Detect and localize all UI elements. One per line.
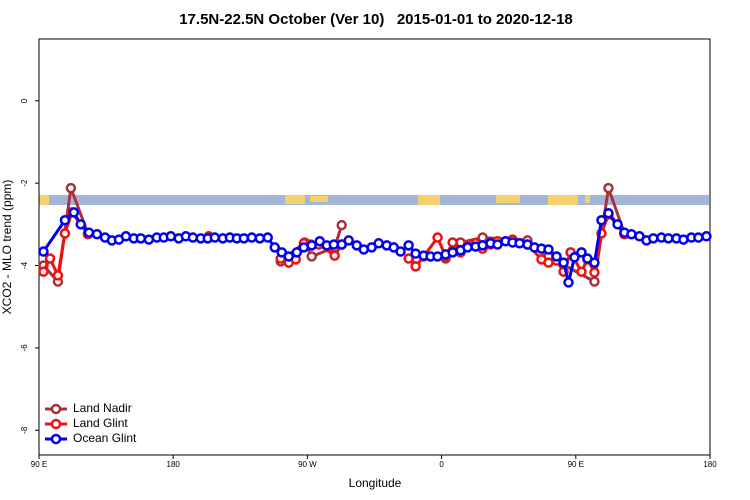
land-patch <box>310 196 328 202</box>
data-point <box>589 267 600 278</box>
y-tick-label: 0 <box>20 98 29 103</box>
data-point <box>626 228 637 240</box>
data-point <box>543 257 554 268</box>
data-point <box>663 233 674 244</box>
data-point <box>403 253 414 264</box>
data-point <box>432 232 443 243</box>
data-point <box>329 250 340 261</box>
data-point <box>83 227 95 238</box>
y-tick-label: -8 <box>20 426 29 434</box>
data-point <box>447 237 458 248</box>
legend-label: Land Glint <box>73 416 128 430</box>
x-tick-label: 90 W <box>298 460 317 469</box>
data-point <box>589 276 600 287</box>
data-point <box>589 257 600 268</box>
data-point <box>612 219 623 230</box>
data-point <box>563 277 574 288</box>
data-point <box>91 228 103 240</box>
y-tick-label: -2 <box>20 179 29 187</box>
data-point <box>68 207 80 218</box>
data-point <box>59 228 71 239</box>
data-point <box>569 252 580 263</box>
map-strip <box>39 195 709 205</box>
data-point <box>38 266 49 277</box>
data-point <box>336 219 347 231</box>
x-tick-label: 0 <box>439 460 444 469</box>
data-point <box>291 247 303 258</box>
x-tick-label: 180 <box>703 460 717 469</box>
data-point <box>410 248 421 259</box>
data-point <box>59 214 71 226</box>
data-point <box>403 240 414 251</box>
data-point <box>343 235 354 246</box>
data-point <box>373 238 384 249</box>
land-patch <box>548 195 578 205</box>
data-point <box>65 182 77 194</box>
data-point <box>596 214 607 226</box>
y-axis-label: XCO2 - MLO trend (ppm) <box>0 180 14 315</box>
land-patch <box>285 195 305 204</box>
land-patch <box>39 195 49 205</box>
data-point <box>701 231 712 242</box>
legend-marker <box>50 403 62 415</box>
x-tick-label: 180 <box>167 460 181 469</box>
land-patch <box>585 195 590 203</box>
data-point <box>135 233 147 244</box>
data-point <box>44 253 56 264</box>
data-point <box>576 247 587 258</box>
x-tick-label: 90 E <box>568 460 584 469</box>
data-point <box>283 251 295 262</box>
y-tick-label: -4 <box>20 261 29 269</box>
data-point <box>306 240 317 251</box>
data-point <box>603 182 614 194</box>
data-point <box>52 270 64 281</box>
data-point <box>462 242 473 253</box>
data-point <box>209 232 221 243</box>
data-point <box>246 232 258 243</box>
plot-frame <box>38 38 711 456</box>
data-point <box>410 261 421 272</box>
data-point <box>38 246 49 257</box>
data-point <box>648 233 659 244</box>
y-tick-label: -6 <box>20 344 29 352</box>
data-point <box>551 251 562 262</box>
land-patch <box>496 195 520 203</box>
x-tick-label: 90 E <box>31 460 47 469</box>
data-point <box>492 239 503 250</box>
legend-label: Land Nadir <box>73 401 132 415</box>
legend-marker <box>50 418 62 430</box>
data-point <box>75 219 87 230</box>
legend-marker <box>50 433 62 445</box>
land-patch <box>418 195 440 205</box>
chart-title: 17.5N-22.5N October (Ver 10) 2015-01-01 … <box>179 11 573 28</box>
data-point <box>262 232 273 243</box>
data-point <box>576 266 587 277</box>
data-point <box>693 232 704 243</box>
data-point <box>432 251 443 262</box>
ocean-strip <box>39 195 709 205</box>
data-point <box>514 238 525 249</box>
data-point <box>603 207 614 219</box>
x-axis-label: Longitude <box>349 476 402 490</box>
data-point <box>543 244 554 255</box>
data-point <box>306 251 317 262</box>
data-point <box>395 246 406 257</box>
data-point <box>269 242 280 253</box>
legend-label: Ocean Glint <box>73 431 137 445</box>
data-point <box>558 257 569 268</box>
